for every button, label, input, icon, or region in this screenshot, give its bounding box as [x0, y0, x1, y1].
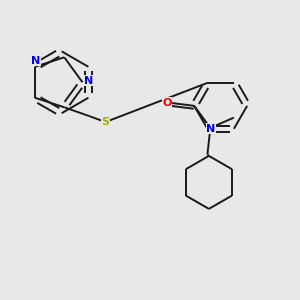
Text: N: N: [84, 76, 94, 86]
Text: N: N: [31, 56, 40, 66]
Text: O: O: [162, 98, 172, 108]
Text: S: S: [101, 117, 110, 127]
Text: N: N: [206, 124, 216, 134]
